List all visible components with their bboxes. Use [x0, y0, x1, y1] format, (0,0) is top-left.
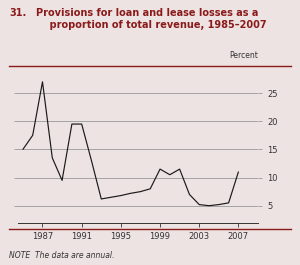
Text: Percent: Percent [229, 51, 258, 60]
Text: NOTE  The data are annual.: NOTE The data are annual. [9, 251, 114, 260]
Text: 31.: 31. [9, 8, 26, 18]
Text: Provisions for loan and lease losses as a
    proportion of total revenue, 1985–: Provisions for loan and lease losses as … [36, 8, 267, 30]
